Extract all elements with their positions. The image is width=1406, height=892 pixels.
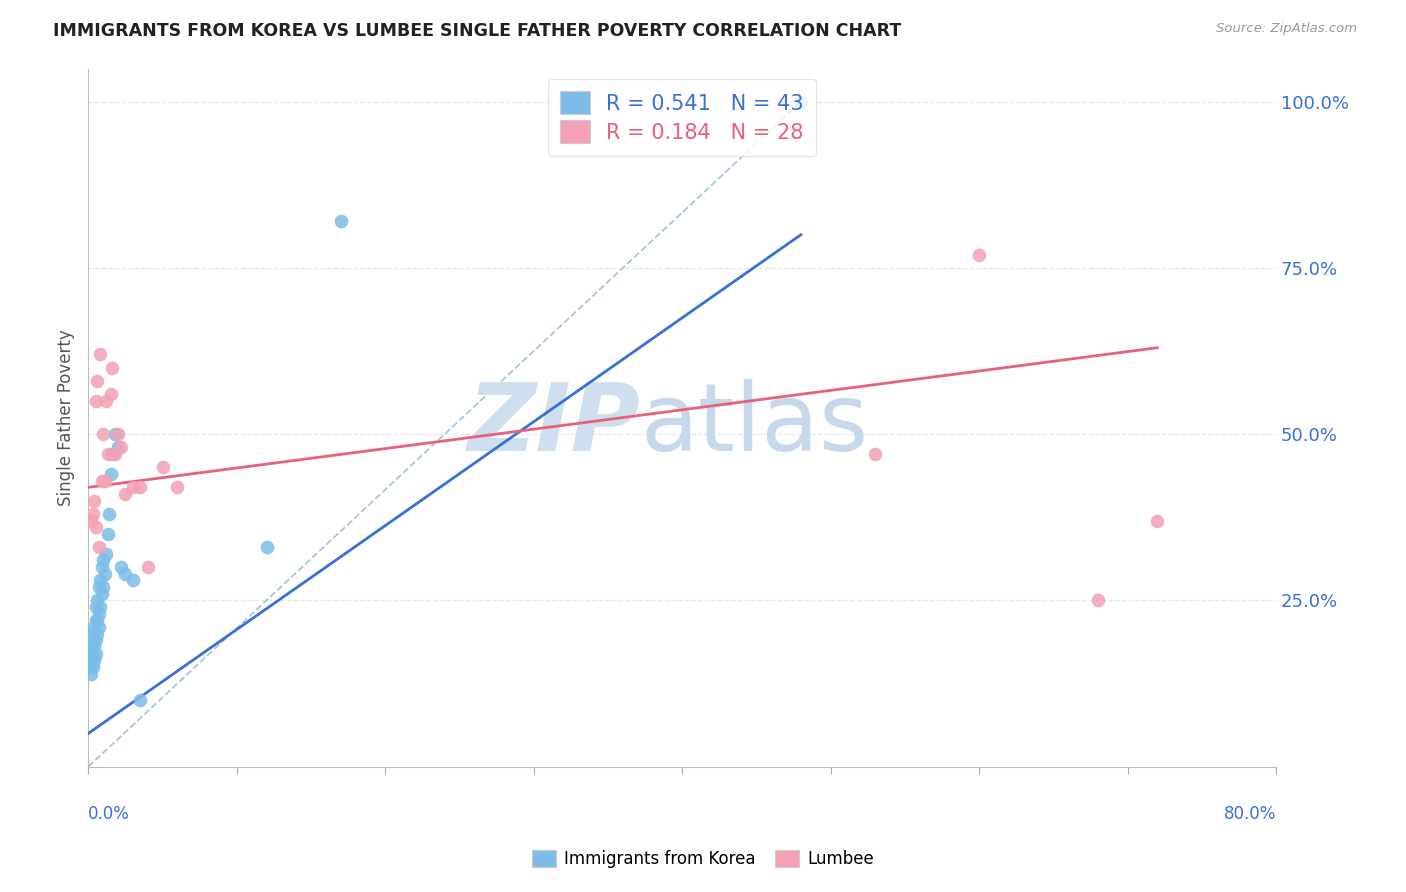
Point <box>87 580 110 594</box>
Point <box>90 560 112 574</box>
Point <box>97 447 120 461</box>
Point <box>84 393 107 408</box>
Point <box>83 653 105 667</box>
Point <box>166 480 188 494</box>
Point <box>91 427 114 442</box>
Point <box>83 620 105 634</box>
Text: Source: ZipAtlas.com: Source: ZipAtlas.com <box>1216 22 1357 36</box>
Point <box>89 574 111 588</box>
Point <box>80 666 103 681</box>
Point <box>84 647 107 661</box>
Point <box>91 580 114 594</box>
Y-axis label: Single Father Poverty: Single Father Poverty <box>58 329 75 506</box>
Point <box>256 540 278 554</box>
Point <box>98 507 121 521</box>
Point <box>863 447 886 461</box>
Point <box>83 493 105 508</box>
Point <box>87 540 110 554</box>
Point <box>89 600 111 615</box>
Point <box>104 447 127 461</box>
Point <box>136 560 159 574</box>
Point <box>97 527 120 541</box>
Point <box>89 347 111 361</box>
Point <box>110 441 132 455</box>
Point <box>100 387 122 401</box>
Point <box>129 480 152 494</box>
Point <box>87 620 110 634</box>
Point <box>90 587 112 601</box>
Point <box>84 520 107 534</box>
Point <box>790 95 813 109</box>
Point <box>86 374 108 388</box>
Point <box>107 427 129 442</box>
Point <box>84 633 107 648</box>
Point <box>84 613 107 627</box>
Point <box>1087 593 1109 607</box>
Point <box>967 248 990 262</box>
Point <box>82 626 104 640</box>
Point <box>329 214 352 228</box>
Point <box>93 566 115 581</box>
Point <box>86 626 108 640</box>
Point <box>122 480 145 494</box>
Point <box>79 647 101 661</box>
Point <box>100 467 122 481</box>
Point <box>101 447 124 461</box>
Point <box>129 693 152 707</box>
Legend: R = 0.541   N = 43, R = 0.184   N = 28: R = 0.541 N = 43, R = 0.184 N = 28 <box>548 78 817 155</box>
Point <box>80 640 103 654</box>
Text: 0.0%: 0.0% <box>89 805 131 823</box>
Point <box>80 653 103 667</box>
Text: 80.0%: 80.0% <box>1223 805 1277 823</box>
Point <box>86 593 108 607</box>
Point <box>82 660 104 674</box>
Text: atlas: atlas <box>641 378 869 471</box>
Point <box>114 566 136 581</box>
Point <box>114 487 136 501</box>
Point <box>104 427 127 442</box>
Point <box>122 574 145 588</box>
Point <box>90 474 112 488</box>
Point <box>110 560 132 574</box>
Point <box>96 547 118 561</box>
Point <box>93 474 115 488</box>
Text: IMMIGRANTS FROM KOREA VS LUMBEE SINGLE FATHER POVERTY CORRELATION CHART: IMMIGRANTS FROM KOREA VS LUMBEE SINGLE F… <box>53 22 901 40</box>
Point <box>83 640 105 654</box>
Point <box>91 553 114 567</box>
Point <box>96 393 118 408</box>
Point <box>86 613 108 627</box>
Legend: Immigrants from Korea, Lumbee: Immigrants from Korea, Lumbee <box>526 843 880 875</box>
Point <box>82 507 104 521</box>
Point <box>107 441 129 455</box>
Point <box>82 647 104 661</box>
Point <box>152 460 174 475</box>
Point <box>82 633 104 648</box>
Point <box>79 660 101 674</box>
Text: ZIP: ZIP <box>468 378 641 471</box>
Point <box>101 360 124 375</box>
Point <box>84 600 107 615</box>
Point <box>87 607 110 621</box>
Point <box>1146 514 1168 528</box>
Point <box>80 514 103 528</box>
